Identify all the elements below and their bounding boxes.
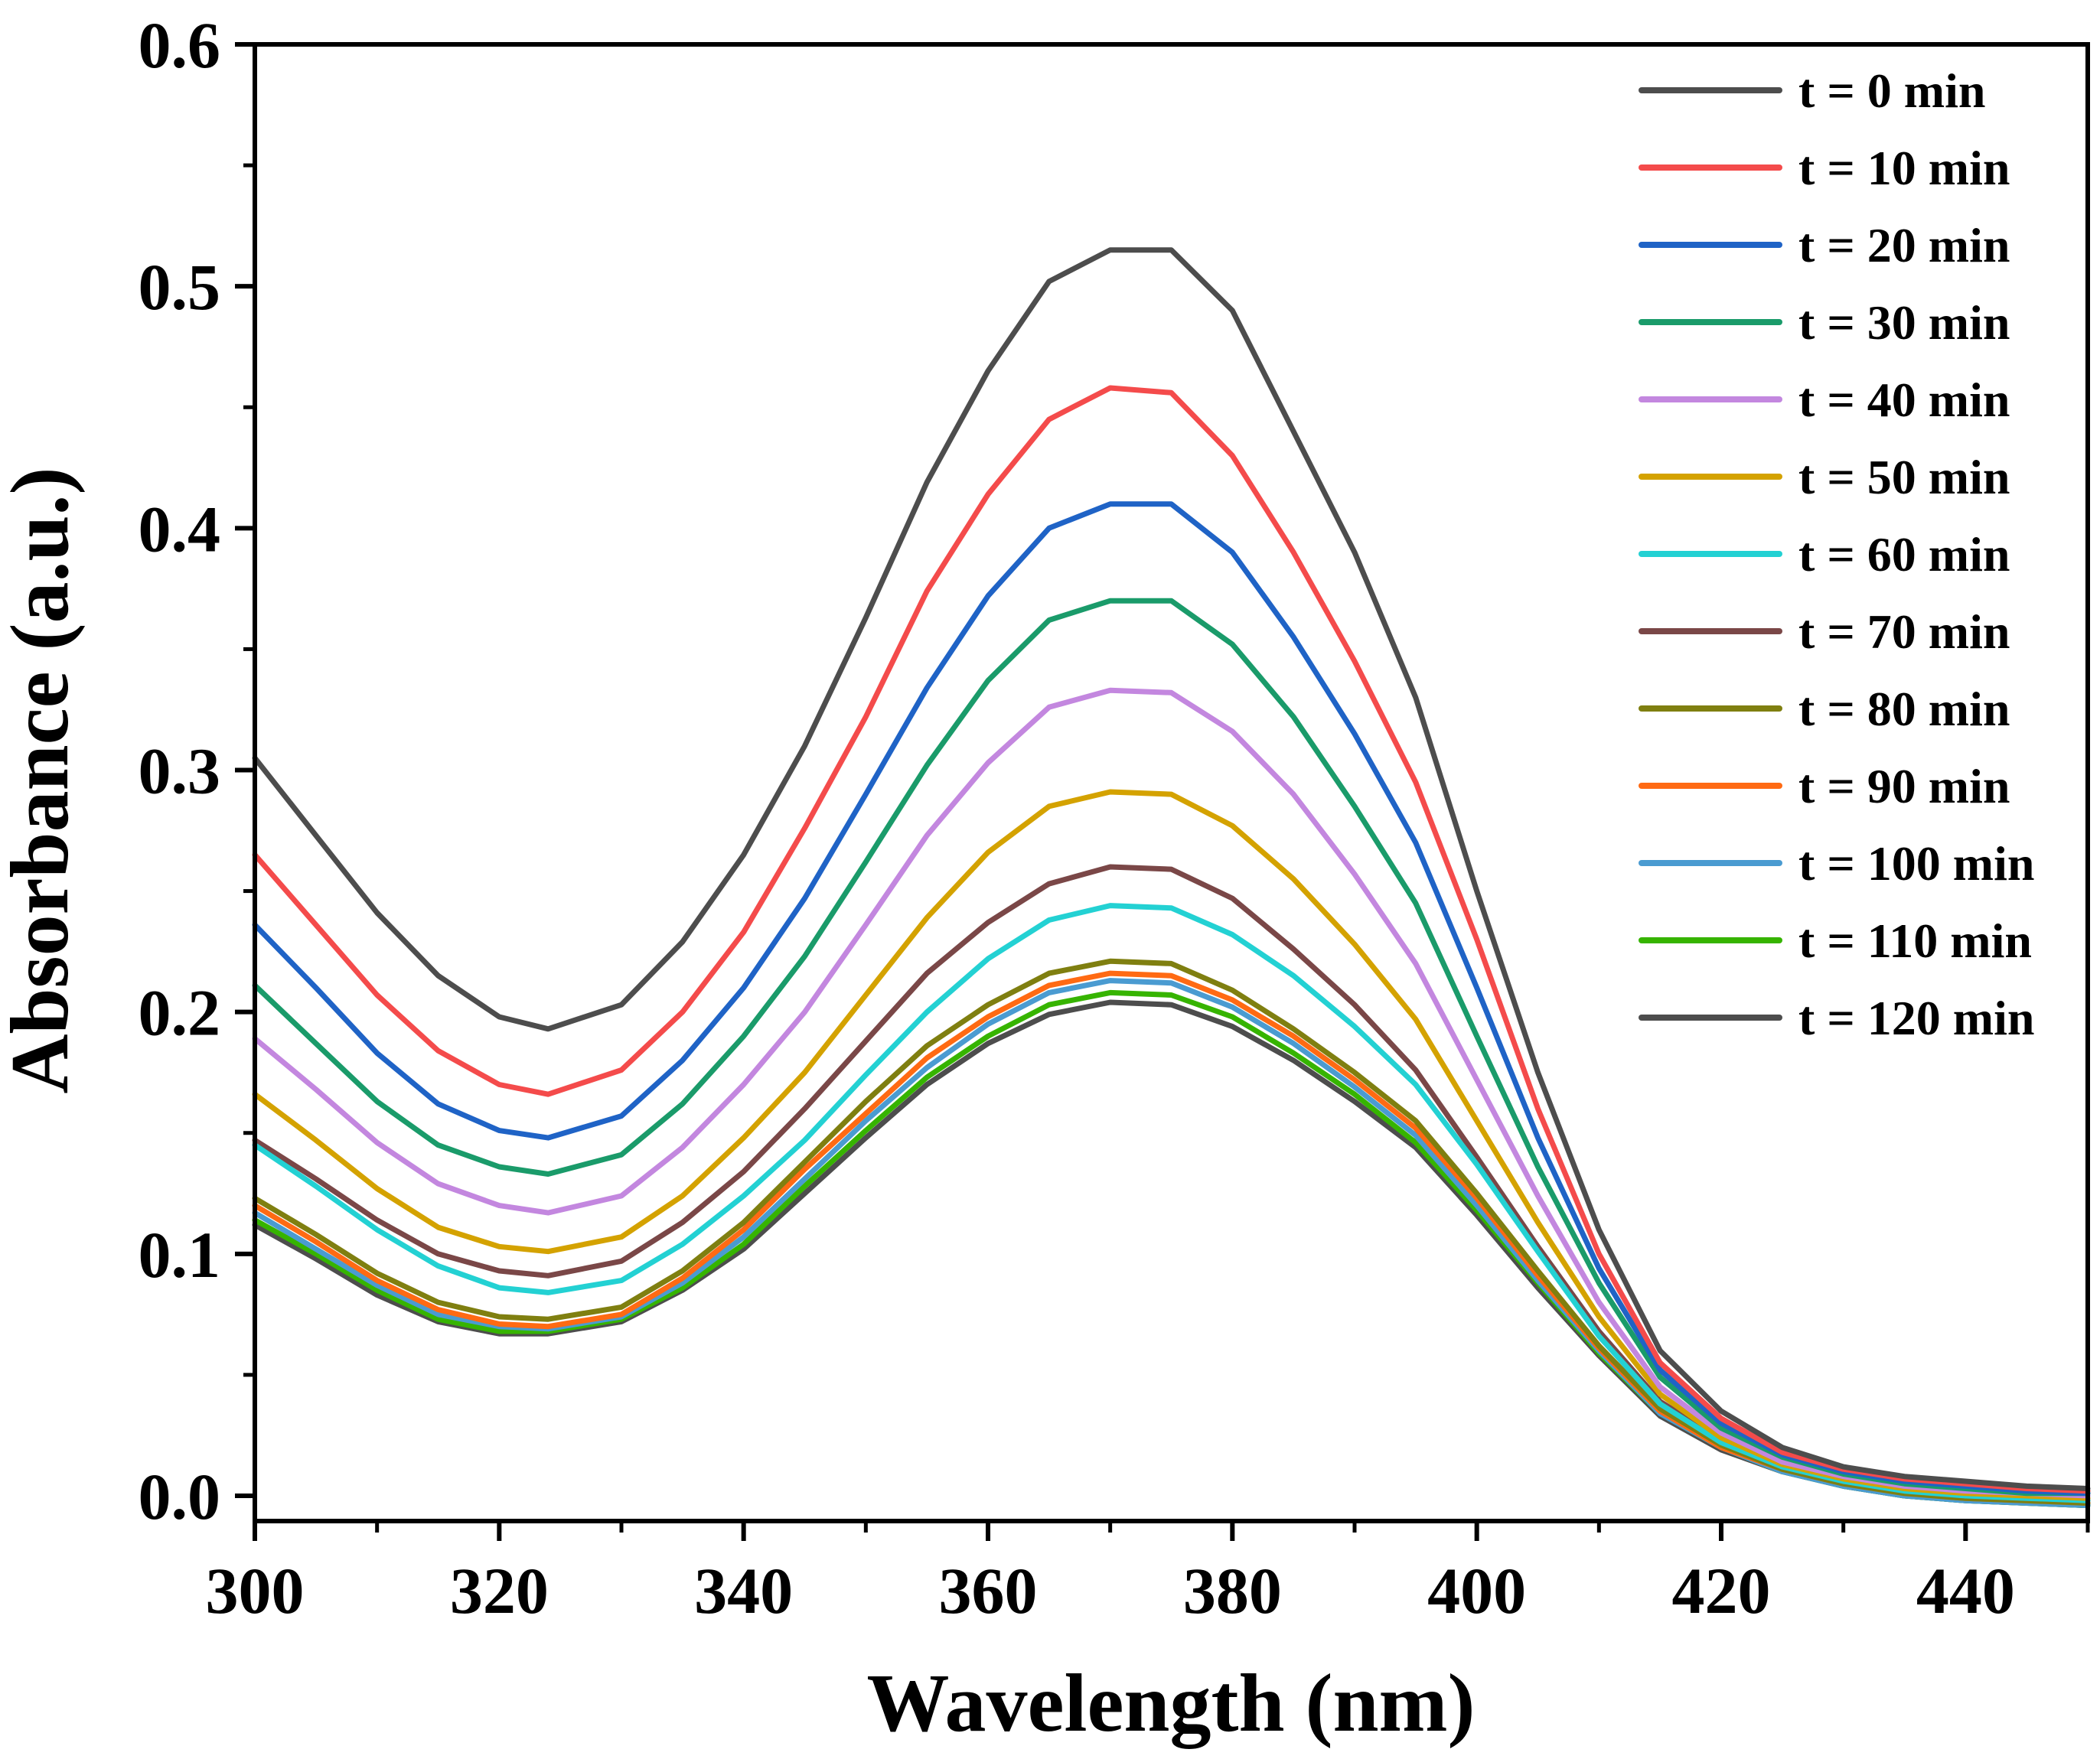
y-tick-label: 0.0 (139, 1460, 221, 1533)
legend-label-6: t = 60 min (1798, 527, 2010, 581)
legend-label-4: t = 40 min (1798, 373, 2010, 427)
legend-label-5: t = 50 min (1798, 450, 2010, 504)
legend-label-11: t = 110 min (1798, 914, 2032, 968)
x-tick-label: 320 (450, 1554, 549, 1627)
series-layer (252, 247, 2091, 1509)
legend-label-3: t = 30 min (1798, 295, 2010, 350)
x-tick-label: 420 (1672, 1554, 1771, 1627)
x-axis-ticks: 300 320 340 360 380 400 420 440 (206, 1521, 2090, 1627)
y-tick-label: 0.4 (139, 492, 221, 565)
y-tick-label: 0.5 (139, 250, 221, 324)
legend-label-7: t = 70 min (1798, 604, 2010, 659)
y-tick-label: 0.6 (139, 8, 221, 82)
y-tick-label: 0.2 (139, 976, 221, 1050)
legend-label-9: t = 90 min (1798, 759, 2010, 813)
series-line-1 (252, 385, 2091, 1494)
y-axis-title: Absorbance (a.u.) (0, 467, 86, 1093)
x-tick-label: 300 (206, 1554, 305, 1627)
legend-label-0: t = 0 min (1798, 64, 1985, 118)
legend-label-1: t = 10 min (1798, 141, 2010, 195)
plot-frame (253, 42, 2090, 1523)
x-tick-label: 360 (939, 1554, 1038, 1627)
legend-label-10: t = 100 min (1798, 836, 2034, 891)
y-tick-label: 0.1 (139, 1218, 221, 1292)
series-line-0 (252, 247, 2091, 1491)
legend-label-8: t = 80 min (1798, 682, 2010, 736)
x-tick-label: 340 (694, 1554, 793, 1627)
x-tick-label: 380 (1183, 1554, 1282, 1627)
series-line-4 (252, 687, 2091, 1499)
legend-label-2: t = 20 min (1798, 218, 2010, 272)
x-axis-title: Wavelength (nm) (867, 1658, 1476, 1749)
y-tick-label: 0.3 (139, 735, 221, 808)
legend-label-12: t = 120 min (1798, 991, 2034, 1045)
x-tick-label: 440 (1916, 1554, 2015, 1627)
legend: t = 0 min t = 10 min t = 20 min t = 30 min t… (1639, 64, 2034, 1045)
y-axis-ticks: 0.0 0.1 0.2 0.3 0.4 0.5 0.6 (139, 8, 255, 1533)
x-tick-label: 400 (1427, 1554, 1526, 1627)
